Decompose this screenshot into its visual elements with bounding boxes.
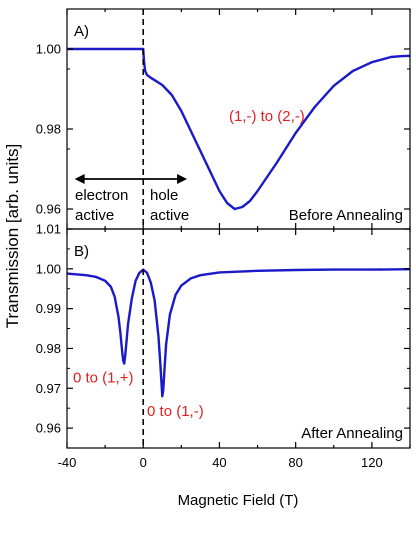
panel-b-label: B) <box>74 243 89 260</box>
x-tick-label: 40 <box>212 455 226 470</box>
x-tick-label: 0 <box>140 455 147 470</box>
x-tick-label: -40 <box>58 455 77 470</box>
panel-b-y-tick-label: 0.97 <box>36 381 61 396</box>
hole-active-label: hole <box>150 187 178 204</box>
panel-b: 1.011.000.990.980.970.96 -40 0 40 80 120 B) … <box>36 222 410 471</box>
panel-b-y-tick-label: 0.99 <box>36 301 61 316</box>
panel-a: 1.00 0.98 0.96 A) (1,-) to (2,-) Before An… <box>36 9 410 229</box>
electron-active-label-line2: active <box>75 207 114 224</box>
electron-active-label: electron <box>75 187 128 204</box>
panel-a-y-tick-label: 0.96 <box>36 202 61 217</box>
panel-b-annotation-2: 0 to (1,-) <box>147 403 204 420</box>
x-axis-label: Magnetic Field (T) <box>178 492 299 509</box>
arrow-head-left <box>75 174 85 184</box>
panel-a-corner-text: Before Annealing <box>289 207 403 224</box>
y-axis-label: Transmission [arb. units] <box>3 144 22 329</box>
panel-a-curve <box>67 49 410 209</box>
panel-b-corner-text: After Annealing <box>301 425 403 442</box>
arrow-head-right <box>177 174 187 184</box>
panel-b-y-tick-label: 1.01 <box>36 222 61 237</box>
panel-a-y-tick-label: 0.98 <box>36 122 61 137</box>
x-tick-label: 80 <box>288 455 302 470</box>
panel-b-y-tick-label: 0.96 <box>36 421 61 436</box>
panel-b-y-tick-label: 1.00 <box>36 261 61 276</box>
panel-a-y-tick-label: 1.00 <box>36 42 61 57</box>
panel-b-frame <box>67 229 410 448</box>
x-tick-label: 120 <box>361 455 383 470</box>
hole-active-label-line2: active <box>150 207 189 224</box>
double-arrow <box>75 174 187 184</box>
panel-b-y-tick-label: 0.98 <box>36 341 61 356</box>
panel-a-label: A) <box>74 23 89 40</box>
panel-b-annotation-1: 0 to (1,+) <box>73 369 133 386</box>
panel-a-annotation: (1,-) to (2,-) <box>229 108 305 125</box>
